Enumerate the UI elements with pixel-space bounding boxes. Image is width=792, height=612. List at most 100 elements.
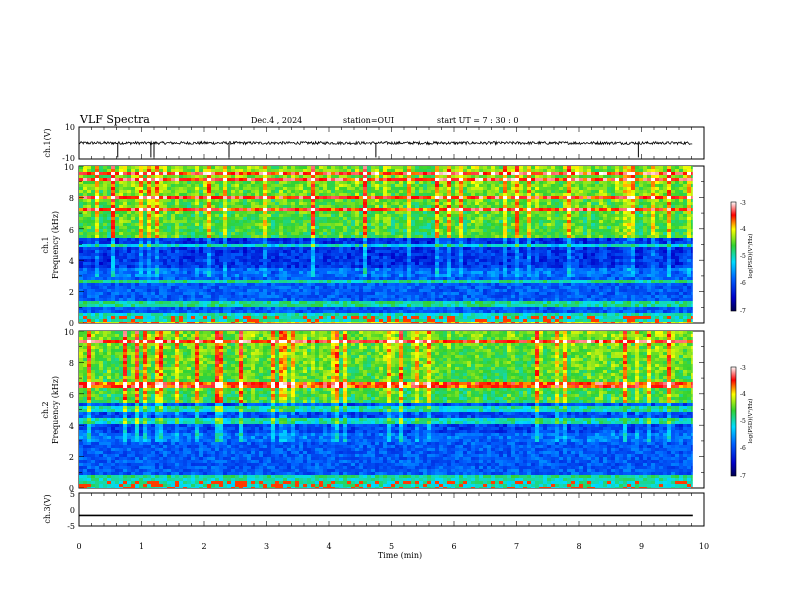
- spec1-cell: [331, 226, 335, 229]
- spec1-cell: [623, 169, 627, 172]
- spec1-cell: [91, 220, 95, 223]
- spec1-cell: [411, 190, 415, 193]
- spec1-cell: [495, 238, 499, 241]
- spec1-cell: [511, 214, 515, 217]
- spec1-cell: [403, 226, 407, 229]
- spec1-cell: [127, 172, 131, 175]
- spec1-cell: [403, 211, 407, 214]
- spec1-cell: [255, 229, 259, 232]
- spec1-cell: [159, 208, 163, 211]
- spec1-cell: [563, 166, 567, 169]
- spec1-cell: [319, 166, 323, 169]
- spec1-cell: [519, 193, 523, 196]
- spec1-cell: [635, 253, 639, 256]
- spec1-cell: [595, 217, 599, 220]
- spec1-cell: [391, 241, 395, 244]
- spec1-cell: [535, 253, 539, 256]
- spec1-cell: [495, 208, 499, 211]
- spec1-cell: [547, 202, 551, 205]
- spec1-cell: [251, 235, 255, 238]
- spec1-cell: [575, 181, 579, 184]
- spec1-cell: [291, 169, 295, 172]
- spec1-cell: [611, 193, 615, 196]
- spec1-cell: [271, 208, 275, 211]
- spec1-cell: [483, 178, 487, 181]
- spec1-cell: [391, 220, 395, 223]
- spec1-cell: [579, 184, 583, 187]
- spec1-cell: [527, 211, 531, 214]
- spec1-cell: [447, 175, 451, 178]
- spec1-cell: [235, 196, 239, 199]
- spec1-cell: [323, 253, 327, 256]
- spec1-cell: [331, 166, 335, 169]
- spec1-cell: [543, 181, 547, 184]
- spec1-cell: [251, 214, 255, 217]
- spec1-cell: [143, 169, 147, 172]
- spec1-cell: [587, 220, 591, 223]
- spec1-cell: [471, 250, 475, 253]
- spec1-cell: [83, 211, 87, 214]
- spec1-cell: [83, 208, 87, 211]
- spec1-cell: [359, 202, 363, 205]
- spec1-cell: [103, 172, 107, 175]
- spec1-cell: [683, 250, 687, 253]
- spec1-cell: [107, 232, 111, 235]
- spec1-cell: [283, 226, 287, 229]
- spec1-cell: [175, 220, 179, 223]
- spec1-cell: [651, 241, 655, 244]
- spec1-cell: [343, 247, 347, 250]
- spec1-cell: [87, 259, 91, 262]
- spec1-cell: [507, 211, 511, 214]
- spec1-cell: [139, 229, 143, 232]
- spec1-cell: [495, 172, 499, 175]
- spec1-cell: [295, 241, 299, 244]
- spec1-cell: [555, 241, 559, 244]
- spec1-cell: [663, 166, 667, 169]
- spec1-cell: [459, 199, 463, 202]
- spec1-cell: [183, 172, 187, 175]
- spec1-cell: [255, 166, 259, 169]
- spec1-cell: [531, 235, 535, 238]
- spec1-cell: [555, 226, 559, 229]
- spec1-cell: [135, 259, 139, 262]
- spec1-cell: [315, 208, 319, 211]
- spec1-cell: [635, 175, 639, 178]
- spec1-cell: [579, 205, 583, 208]
- spec1-cell: [603, 184, 607, 187]
- spec1-cell: [651, 190, 655, 193]
- spec1-cell: [223, 253, 227, 256]
- spec1-cell: [619, 253, 623, 256]
- spec1-cell: [359, 175, 363, 178]
- spec1-cell: [343, 199, 347, 202]
- spec1-cell: [391, 214, 395, 217]
- spec1-cell: [375, 238, 379, 241]
- spec1-cell: [447, 256, 451, 259]
- spec1-cell: [183, 235, 187, 238]
- spec1-cell: [443, 202, 447, 205]
- spec1-cell: [271, 181, 275, 184]
- spec1-cell: [251, 229, 255, 232]
- spec1-cell: [647, 166, 651, 169]
- spec1-cell: [515, 208, 519, 211]
- spec1-cell: [407, 190, 411, 193]
- spec1-cell: [611, 178, 615, 181]
- spec1-cell: [135, 235, 139, 238]
- spec1-cell: [91, 196, 95, 199]
- spec1-cell: [467, 205, 471, 208]
- spec1-cell: [551, 193, 555, 196]
- spec1-cell: [139, 253, 143, 256]
- spec1-cell: [363, 220, 367, 223]
- spec1-cell: [131, 178, 135, 181]
- spec1-cell: [403, 172, 407, 175]
- spec1-cell: [95, 205, 99, 208]
- spec1-cell: [471, 226, 475, 229]
- spec1-cell: [283, 166, 287, 169]
- spec1-cell: [551, 250, 555, 253]
- spec1-cell: [371, 253, 375, 256]
- spec1-cell: [439, 253, 443, 256]
- spec1-cell: [323, 229, 327, 232]
- spec1-cell: [347, 241, 351, 244]
- spec1-cell: [299, 226, 303, 229]
- spec1-cell: [519, 199, 523, 202]
- spec1-cell: [615, 232, 619, 235]
